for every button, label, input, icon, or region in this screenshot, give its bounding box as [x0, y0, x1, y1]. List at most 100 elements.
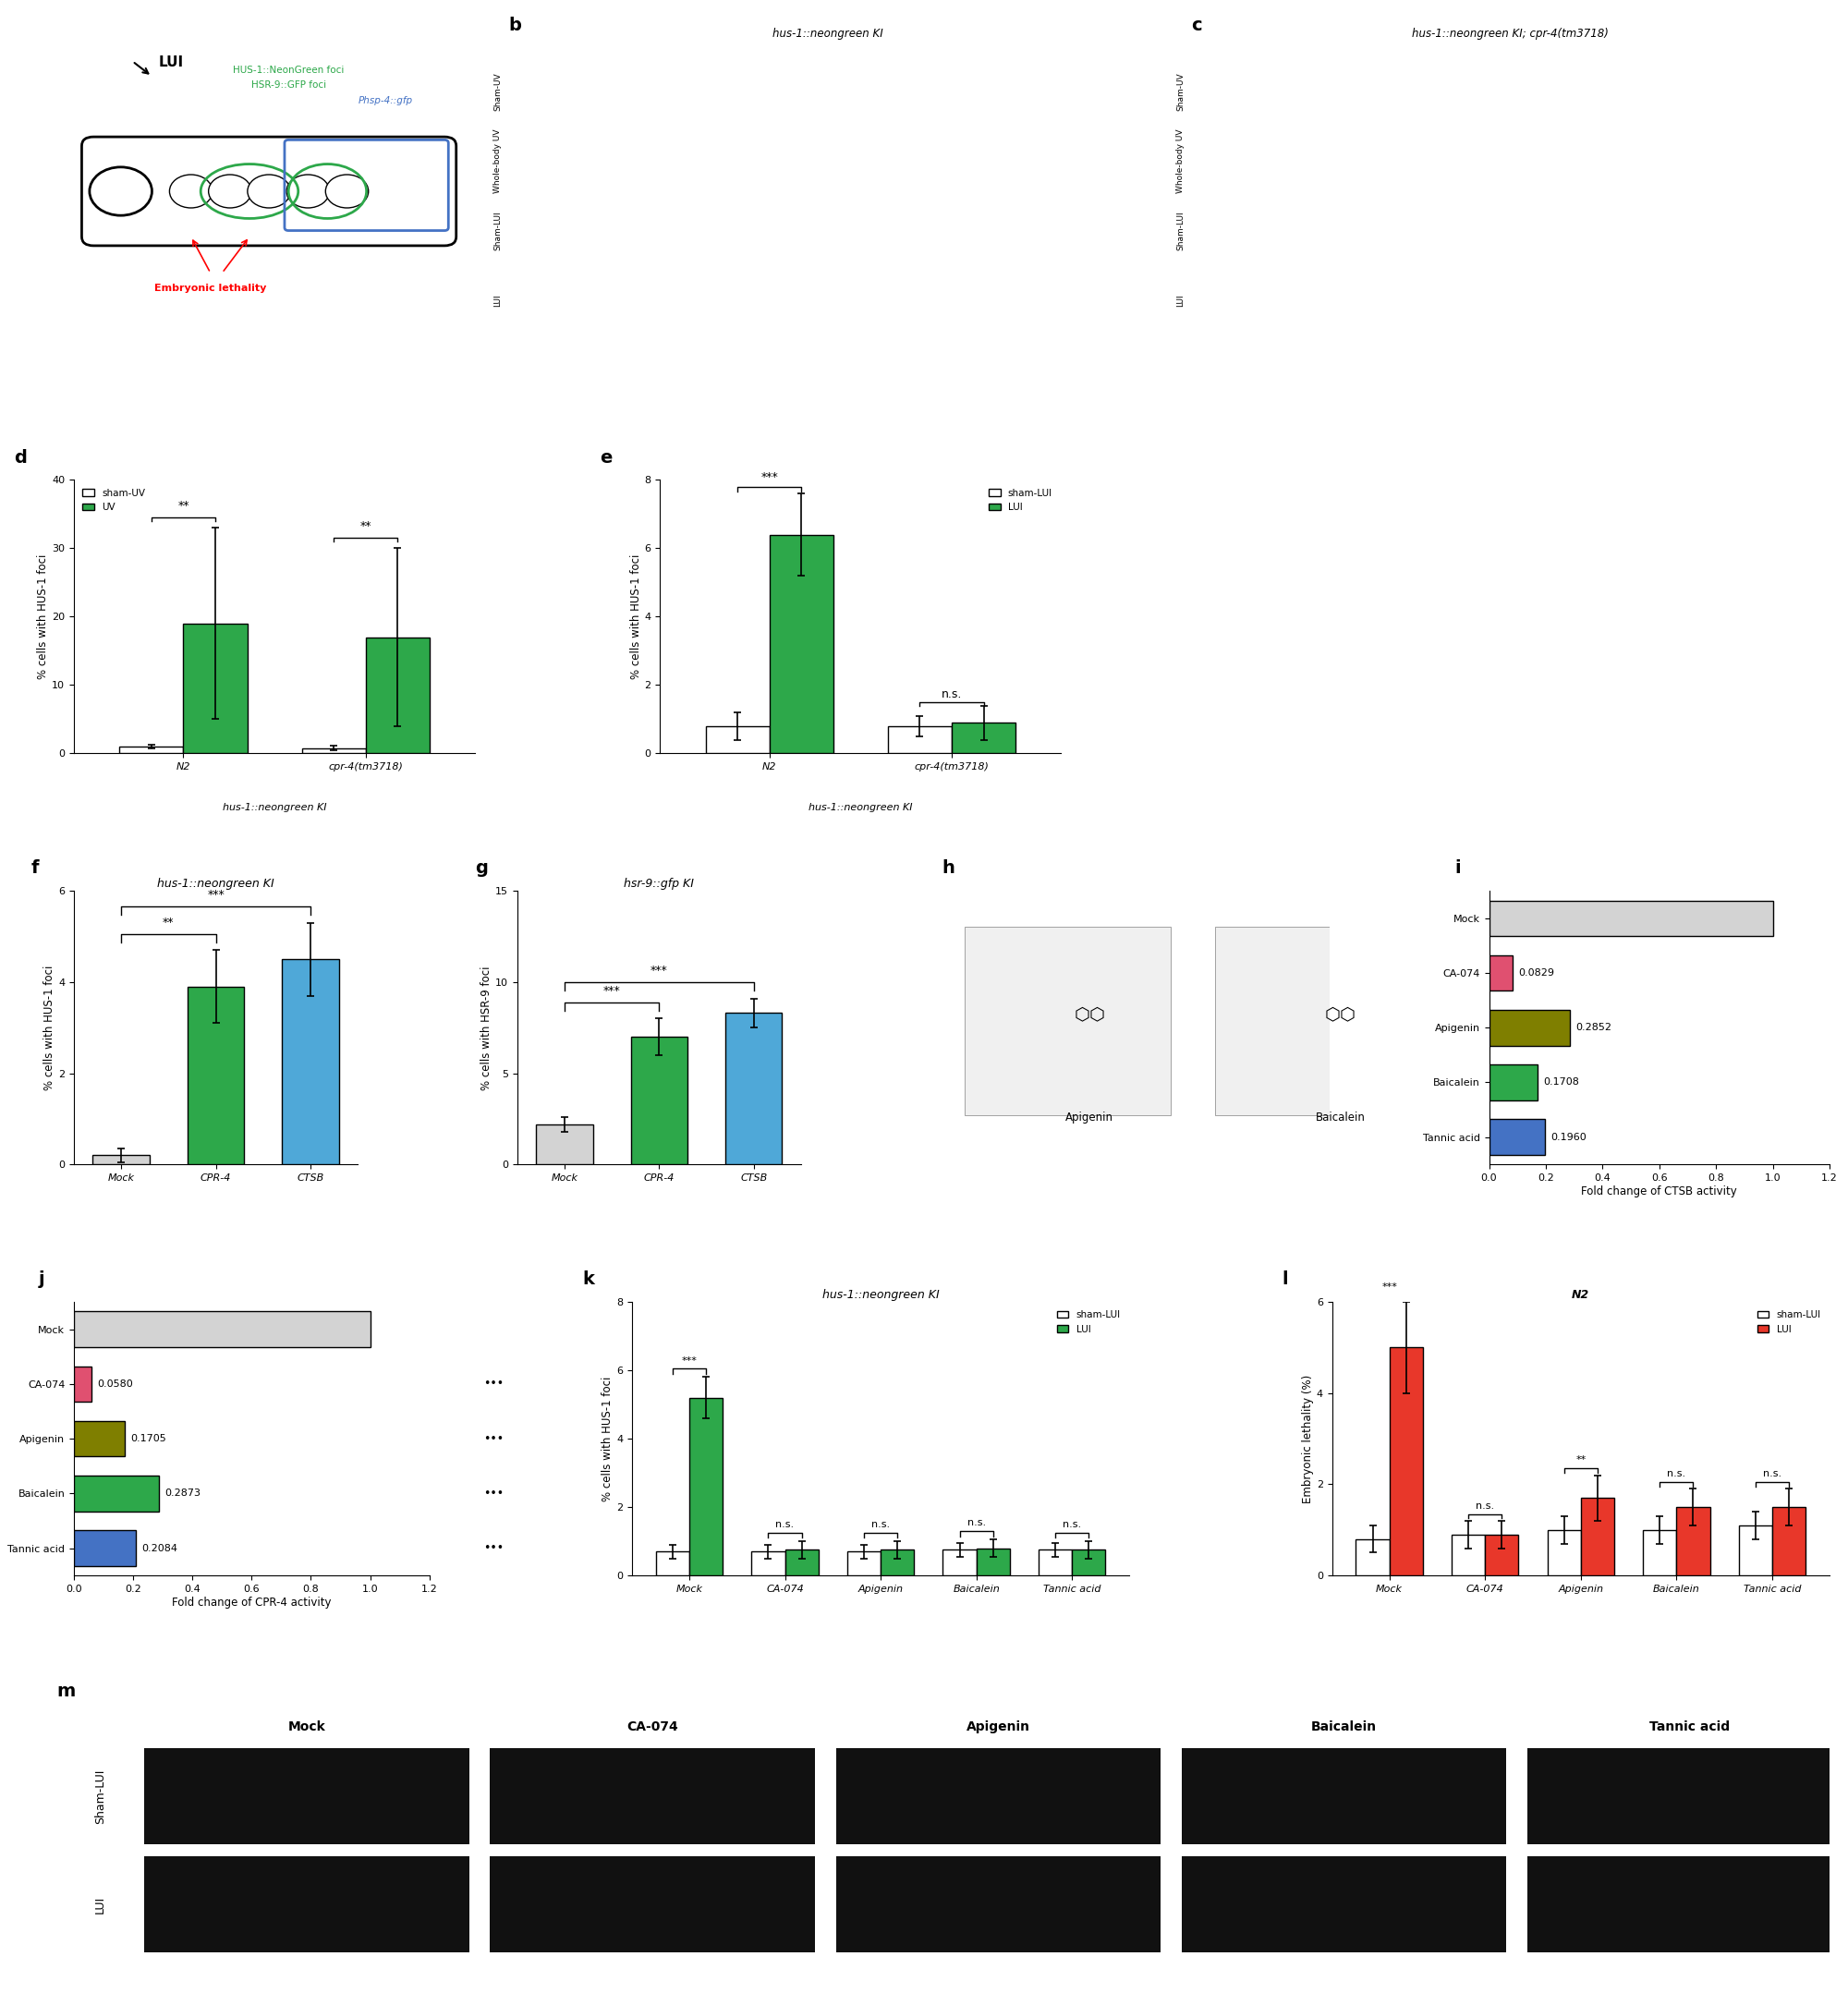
Bar	[1739, 1526, 1772, 1576]
Y-axis label: % cells with HUS-1 foci: % cells with HUS-1 foci	[44, 964, 55, 1091]
Bar	[1489, 1065, 1538, 1101]
Bar	[301, 748, 366, 754]
Text: n.s.: n.s.	[1063, 1520, 1081, 1530]
Text: ***: ***	[682, 1355, 697, 1365]
Text: n.s.: n.s.	[1763, 1470, 1781, 1478]
Title: hus-1::neongreen KI: hus-1::neongreen KI	[772, 28, 883, 40]
Y-axis label: % cells with HUS-1 foci: % cells with HUS-1 foci	[37, 553, 50, 680]
Bar	[187, 986, 244, 1165]
Bar	[183, 624, 248, 754]
Bar	[92, 1155, 150, 1165]
Text: Merge: Merge	[1027, 36, 1063, 46]
Text: n.s.: n.s.	[872, 1520, 891, 1530]
Y-axis label: % cells with HUS-1 foci: % cells with HUS-1 foci	[630, 553, 641, 680]
X-axis label: Fold change of CPR-4 activity: Fold change of CPR-4 activity	[172, 1596, 331, 1608]
Text: Phsp-4::gfp: Phsp-4::gfp	[359, 96, 414, 104]
Bar	[1547, 1530, 1580, 1576]
Title: hus-1::neongreen KI: hus-1::neongreen KI	[157, 878, 274, 890]
Bar	[74, 1530, 135, 1566]
Text: ***: ***	[207, 888, 224, 900]
Bar	[1643, 1530, 1676, 1576]
Text: ***: ***	[761, 471, 778, 483]
Text: ***: ***	[650, 964, 667, 976]
Legend: sham-LUI, LUI: sham-LUI, LUI	[1053, 1307, 1125, 1337]
Text: 0.2084: 0.2084	[142, 1544, 177, 1552]
Text: Sham-LUI: Sham-LUI	[94, 1768, 107, 1823]
Bar	[74, 1311, 370, 1347]
Text: ⬡⬡: ⬡⬡	[1074, 1005, 1105, 1023]
Bar	[536, 1125, 593, 1165]
Text: l: l	[1283, 1271, 1288, 1289]
Bar	[74, 1365, 91, 1401]
Bar	[1580, 1498, 1615, 1576]
Title: N2: N2	[1573, 1289, 1589, 1301]
Text: n.s.: n.s.	[776, 1520, 795, 1530]
Text: Sham-UV: Sham-UV	[493, 72, 503, 110]
Text: m: m	[55, 1682, 76, 1700]
Bar	[1451, 1534, 1486, 1576]
Text: Sham-LUI: Sham-LUI	[493, 211, 503, 251]
Text: f: f	[31, 860, 39, 878]
Text: h: h	[942, 860, 955, 878]
FancyBboxPatch shape	[1181, 1748, 1506, 1845]
Legend: sham-UV, UV: sham-UV, UV	[79, 485, 150, 515]
Bar	[1489, 900, 1772, 936]
Text: n.s.: n.s.	[967, 1518, 985, 1528]
Text: Hoechst: Hoechst	[811, 36, 856, 46]
Bar	[769, 535, 833, 754]
Bar	[752, 1552, 785, 1576]
Title: hus-1::neongreen KI: hus-1::neongreen KI	[822, 1289, 939, 1301]
Text: Apigenin: Apigenin	[967, 1720, 1029, 1734]
Text: 0.1705: 0.1705	[131, 1434, 166, 1444]
Text: •••: •••	[482, 1377, 503, 1389]
Text: e: e	[601, 449, 612, 467]
Text: hus-1::neongreen KI: hus-1::neongreen KI	[809, 802, 913, 812]
Text: Mock: Mock	[288, 1720, 325, 1734]
Text: •••: •••	[482, 1542, 503, 1554]
Bar	[74, 1422, 124, 1456]
Text: 0.1960: 0.1960	[1550, 1133, 1586, 1141]
FancyBboxPatch shape	[490, 1748, 815, 1845]
Circle shape	[325, 174, 368, 209]
Bar	[942, 1550, 976, 1576]
Text: LUI: LUI	[94, 1895, 107, 1913]
FancyBboxPatch shape	[144, 1748, 469, 1845]
FancyBboxPatch shape	[835, 1748, 1161, 1845]
Title: hus-1::neongreen KI; cpr-4(tm3718): hus-1::neongreen KI; cpr-4(tm3718)	[1412, 28, 1610, 40]
Text: Baicalein: Baicalein	[1312, 1720, 1377, 1734]
Legend: sham-LUI, LUI: sham-LUI, LUI	[985, 485, 1057, 515]
Text: Whole-body UV: Whole-body UV	[1177, 128, 1185, 192]
Bar	[689, 1397, 723, 1576]
Bar	[630, 1037, 687, 1165]
Text: LUI: LUI	[1177, 295, 1185, 307]
FancyBboxPatch shape	[835, 1857, 1161, 1953]
Bar	[952, 722, 1016, 754]
Bar	[706, 726, 769, 754]
Text: LUI: LUI	[493, 295, 503, 307]
Bar	[976, 1548, 1009, 1576]
Text: **: **	[360, 521, 371, 533]
FancyBboxPatch shape	[1181, 1857, 1506, 1953]
Text: Hoechst: Hoechst	[1495, 36, 1539, 46]
FancyBboxPatch shape	[1216, 926, 1421, 1115]
Circle shape	[170, 174, 213, 209]
Bar	[283, 958, 338, 1165]
Legend: sham-LUI, LUI: sham-LUI, LUI	[1754, 1307, 1824, 1337]
Text: 0.0580: 0.0580	[96, 1379, 133, 1389]
Text: 0.2852: 0.2852	[1576, 1023, 1611, 1033]
Text: i: i	[1454, 860, 1462, 878]
Text: Sham-LUI: Sham-LUI	[1177, 211, 1185, 251]
Text: •••: •••	[482, 1488, 503, 1500]
Text: 0.0829: 0.0829	[1519, 968, 1554, 978]
Bar	[724, 1013, 782, 1165]
Text: HUS-1::NeonGreen foci: HUS-1::NeonGreen foci	[233, 66, 344, 74]
Bar	[1072, 1550, 1105, 1576]
Bar	[1489, 954, 1512, 990]
Bar	[881, 1550, 915, 1576]
Text: **: **	[177, 499, 188, 511]
Text: 0.1708: 0.1708	[1543, 1079, 1578, 1087]
Text: LUI: LUI	[159, 56, 185, 68]
Text: HUS-1::NeonGreen: HUS-1::NeonGreen	[573, 36, 675, 46]
Text: n.s.: n.s.	[1667, 1470, 1685, 1478]
FancyBboxPatch shape	[1465, 926, 1672, 1115]
